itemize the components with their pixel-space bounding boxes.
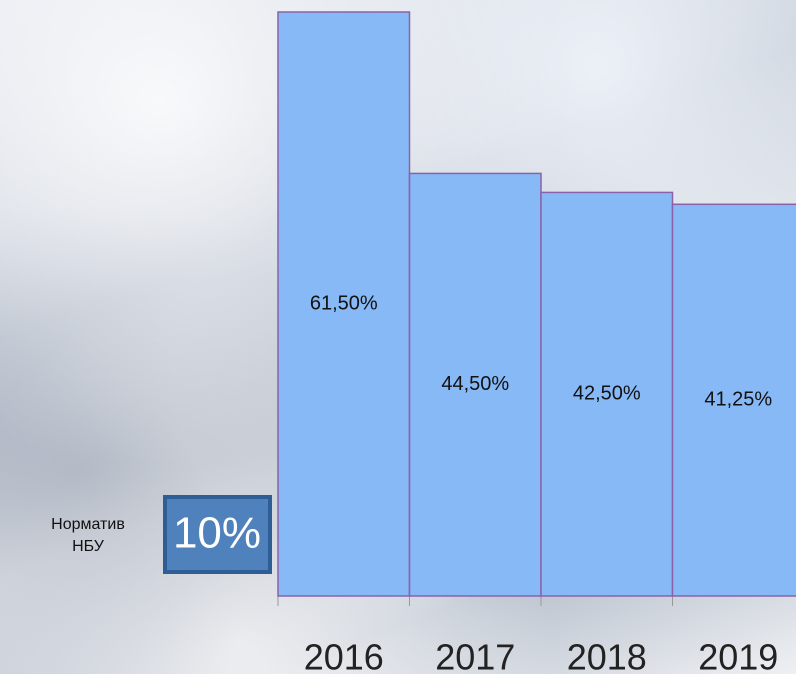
- x-tick-label: 2016: [304, 637, 384, 674]
- x-tick-label: 2019: [698, 637, 778, 674]
- slide: 10% Норматив НБУ 61,50% 2016 44,50% 2017 42,…: [0, 0, 796, 674]
- value-label: 61,50%: [310, 292, 378, 314]
- value-label: 44,50%: [441, 373, 509, 395]
- x-tick-label: 2017: [435, 637, 515, 674]
- chart: 10% Норматив НБУ 61,50% 2016 44,50% 2017 42,…: [0, 0, 796, 674]
- value-label: 42,50%: [573, 382, 641, 404]
- x-tick-label: 2018: [567, 637, 647, 674]
- reference-label: НБУ: [72, 538, 105, 555]
- reference-label: Норматив: [51, 516, 125, 533]
- value-label: 41,25%: [704, 388, 772, 410]
- reference-value: 10%: [173, 509, 261, 558]
